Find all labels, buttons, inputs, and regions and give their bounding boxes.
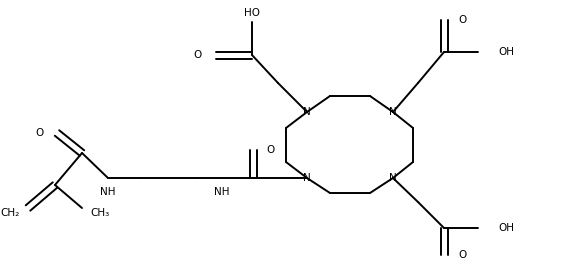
Text: OH: OH bbox=[498, 223, 514, 233]
Text: OH: OH bbox=[498, 47, 514, 57]
Text: HO: HO bbox=[244, 8, 260, 18]
Text: CH₃: CH₃ bbox=[90, 208, 109, 218]
Text: CH₂: CH₂ bbox=[1, 208, 20, 218]
Text: O: O bbox=[458, 250, 466, 260]
Text: NH: NH bbox=[214, 187, 230, 197]
Text: N: N bbox=[303, 107, 311, 117]
Text: N: N bbox=[389, 107, 397, 117]
Text: O: O bbox=[266, 145, 274, 155]
Text: N: N bbox=[303, 173, 311, 183]
Text: O: O bbox=[458, 15, 466, 25]
Text: N: N bbox=[389, 173, 397, 183]
Text: O: O bbox=[36, 128, 44, 138]
Text: NH: NH bbox=[100, 187, 116, 197]
Text: O: O bbox=[194, 50, 202, 60]
